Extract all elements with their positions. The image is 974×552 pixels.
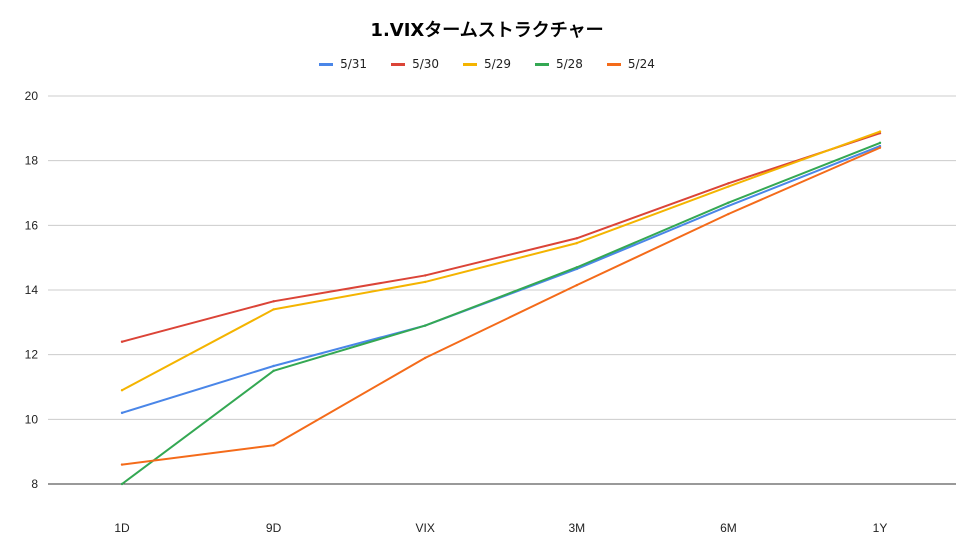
legend-label: 5/30 xyxy=(412,57,440,71)
legend-swatch xyxy=(319,62,334,66)
legend-swatch xyxy=(391,62,406,66)
y-tick-label: 18 xyxy=(25,154,39,168)
legend-swatch xyxy=(606,62,621,66)
data-point xyxy=(727,185,730,188)
data-point xyxy=(272,444,275,447)
legend-label: 5/28 xyxy=(555,57,583,71)
x-tick-label: 1D xyxy=(114,521,130,535)
legend-item: 5/30 xyxy=(391,57,439,71)
y-tick-label: 8 xyxy=(31,477,38,491)
legend-label: 5/31 xyxy=(340,57,368,71)
chart-title: 1.VIXタームストラクチャー xyxy=(370,20,604,41)
legend-item: 5/24 xyxy=(606,57,655,71)
x-tick-label: 9D xyxy=(266,521,282,535)
series-line xyxy=(121,146,881,466)
legend-label: 5/24 xyxy=(627,57,655,71)
data-point xyxy=(727,182,730,185)
data-point xyxy=(575,266,578,269)
data-point xyxy=(272,308,275,311)
legend-swatch xyxy=(534,62,549,66)
data-point xyxy=(575,283,578,287)
data-point xyxy=(424,356,427,360)
series-line xyxy=(121,145,881,414)
legend-label: 5/29 xyxy=(484,57,511,71)
series-line xyxy=(121,141,881,485)
series-line xyxy=(121,130,881,392)
data-point xyxy=(424,324,427,327)
y-tick-label: 20 xyxy=(25,89,39,103)
data-point xyxy=(272,369,275,373)
data-point xyxy=(727,201,730,204)
legend-item: 5/31 xyxy=(319,57,367,71)
data-point xyxy=(120,482,124,486)
series-line xyxy=(121,132,881,343)
data-point xyxy=(878,146,882,149)
legend-item: 5/29 xyxy=(463,57,511,71)
x-tick-label: VIX xyxy=(416,521,435,535)
legend-swatch xyxy=(463,62,478,66)
data-point xyxy=(272,364,275,368)
x-tick-label: 3M xyxy=(568,521,585,535)
data-point xyxy=(120,340,124,343)
y-tick-label: 14 xyxy=(25,283,39,297)
x-tick-label: 6M xyxy=(720,521,737,535)
y-tick-label: 10 xyxy=(25,412,39,426)
legend-item: 5/28 xyxy=(534,57,583,71)
data-point xyxy=(878,130,882,133)
data-point xyxy=(575,241,578,245)
y-tick-label: 16 xyxy=(25,218,39,232)
data-point xyxy=(120,411,124,415)
data-point xyxy=(120,463,124,466)
y-tick-label: 12 xyxy=(25,348,39,362)
data-point xyxy=(424,280,427,284)
data-point xyxy=(272,300,275,303)
x-tick-label: 1Y xyxy=(873,521,888,535)
data-point xyxy=(727,212,730,216)
data-point xyxy=(727,204,730,208)
data-point xyxy=(878,141,882,145)
data-point xyxy=(575,237,578,240)
data-point xyxy=(120,389,124,392)
legend: 5/31 5/30 5/29 5/28 5/24 xyxy=(0,57,974,71)
data-point xyxy=(424,274,427,277)
